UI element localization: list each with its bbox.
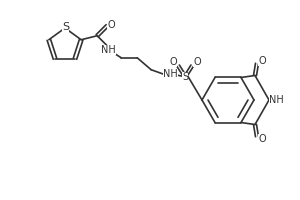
Text: O: O <box>169 57 177 67</box>
Text: NH: NH <box>101 45 116 55</box>
Text: O: O <box>194 57 201 67</box>
Text: S: S <box>182 72 188 82</box>
Text: S: S <box>62 22 69 32</box>
Text: O: O <box>258 56 266 66</box>
Text: NH: NH <box>163 69 178 79</box>
Text: O: O <box>258 134 266 144</box>
Text: NH: NH <box>268 95 284 105</box>
Text: O: O <box>107 20 115 30</box>
